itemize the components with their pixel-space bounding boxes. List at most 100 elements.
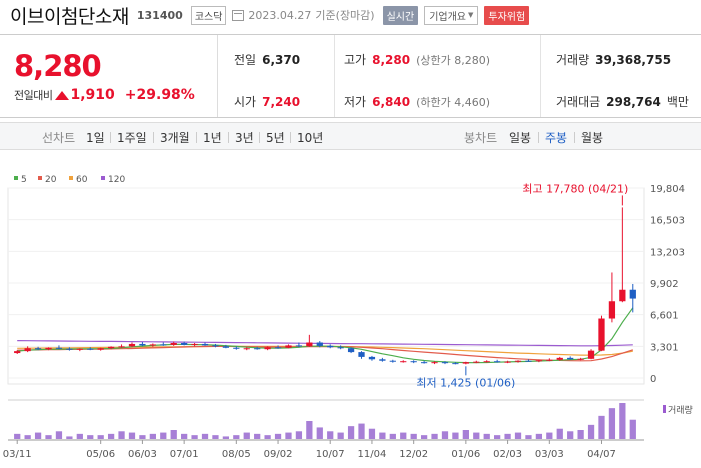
volume-bar	[546, 432, 553, 439]
price-summary: 8,280 전일대비 1,910 +29.98% 전일 6,370 고가 8,2…	[0, 34, 701, 118]
volume-bar	[452, 432, 459, 439]
volume-bar	[619, 403, 626, 439]
high-cell: 고가 8,280 (상한가 8,280)	[344, 51, 490, 68]
y-tick-label: 3,301	[650, 342, 679, 353]
candle-body	[452, 363, 459, 365]
candle-body	[55, 347, 63, 349]
candle-body	[420, 362, 428, 364]
weekly-candlestick-chart[interactable]: 5 20 60 120 19,804 16,503 13,203 9,902 6,601…	[0, 168, 701, 468]
trade-value-unit: 백만	[666, 95, 689, 109]
candle-body	[181, 342, 188, 345]
divider	[196, 132, 197, 143]
volume-bar	[76, 433, 83, 439]
period-3m[interactable]: 3개월	[160, 131, 190, 145]
candle-body	[14, 351, 21, 354]
stock-code: 131400	[136, 8, 183, 22]
high-label: 고가	[344, 53, 367, 67]
candle-body	[306, 342, 313, 347]
volume-bar	[201, 433, 209, 439]
x-tick-label: 08/05	[222, 449, 251, 460]
candle-daily[interactable]: 일봉	[509, 131, 532, 145]
volume-bar	[55, 431, 63, 439]
volume-legend-label: 거래량	[668, 404, 693, 416]
divider	[259, 132, 260, 143]
period-10y[interactable]: 10년	[297, 131, 324, 145]
volume-bar	[191, 435, 198, 439]
candle-monthly[interactable]: 월봉	[581, 131, 604, 145]
candle-body	[316, 342, 323, 346]
x-tick-label: 10/07	[316, 449, 345, 460]
candle-weekly[interactable]: 주봉	[545, 131, 568, 145]
candle-body	[577, 358, 584, 360]
volume-bar	[306, 421, 313, 439]
volume-bar	[431, 433, 438, 439]
ma5-swatch	[14, 176, 18, 180]
ma120-legend-label: 120	[108, 175, 125, 185]
divider	[538, 132, 539, 143]
period-1d[interactable]: 1일	[86, 131, 105, 145]
candle-body	[619, 289, 626, 302]
volume-bar	[608, 408, 616, 439]
candle-body	[160, 344, 167, 346]
candle-body	[400, 361, 407, 363]
candle-body	[598, 318, 605, 351]
stock-name: 이브이첨단소재	[10, 5, 129, 28]
volume-label: 거래량	[556, 53, 590, 67]
candle-body	[629, 289, 636, 299]
volume-bar	[34, 432, 42, 439]
candle-body	[473, 361, 480, 363]
candle-body	[66, 348, 73, 350]
volume-bar	[420, 435, 428, 439]
candle-body	[149, 344, 156, 346]
candle-body	[285, 345, 292, 348]
volume-bar	[316, 427, 323, 439]
candle-body	[191, 343, 198, 345]
volume-bar	[441, 431, 449, 439]
period-5y[interactable]: 5년	[266, 131, 285, 145]
volume-bar	[222, 436, 230, 439]
candle-body	[462, 362, 469, 364]
divider	[540, 35, 541, 117]
volume-bar	[347, 426, 355, 439]
candle-body	[368, 356, 376, 360]
y-tick-label: 16,503	[650, 216, 685, 227]
volume-bar	[462, 430, 469, 439]
period-1y[interactable]: 1년	[203, 131, 222, 145]
candle-body	[201, 343, 209, 346]
candle-body	[34, 348, 42, 350]
prev-close-value: 6,370	[262, 53, 301, 67]
x-tick-label: 03/11	[3, 449, 32, 460]
realtime-button[interactable]: 실시간	[382, 5, 419, 25]
prev-close-label: 전일	[234, 53, 257, 67]
moving-average-lines	[17, 307, 634, 364]
x-tick-label: 04/07	[587, 449, 616, 460]
company-overview-button[interactable]: 기업개요 ▼	[424, 5, 479, 25]
up-arrow-icon	[55, 90, 70, 100]
candle-body	[76, 348, 83, 350]
candle-body	[264, 347, 271, 350]
candle-body	[514, 360, 522, 362]
low-annotation: 최저 1,425 (01/06)	[416, 376, 515, 389]
candle-body	[608, 301, 616, 319]
candle-body	[128, 343, 136, 347]
volume-bar	[285, 432, 292, 439]
trade-value-cell: 거래대금 298,764 백만	[556, 93, 689, 110]
candle-body	[118, 346, 125, 348]
volume-legend-swatch	[663, 405, 666, 413]
candle-body	[358, 352, 365, 357]
period-1w[interactable]: 1주일	[117, 131, 147, 145]
volume-bar	[483, 433, 490, 439]
volume-bar	[358, 423, 365, 439]
volume-bar	[587, 424, 595, 439]
investment-risk-badge[interactable]: 투자위험	[484, 5, 530, 25]
volume-bar	[295, 431, 303, 439]
volume-bar	[514, 432, 522, 439]
low-cell: 저가 6,840 (하한가 4,460)	[344, 93, 490, 110]
candle-body	[243, 348, 250, 350]
period-3y[interactable]: 3년	[235, 131, 254, 145]
volume-bar	[254, 433, 261, 439]
x-axis-ticks: 03/11 05/06 06/03 07/01 08/05 09/02 10/07 11/04…	[3, 440, 616, 460]
y-tick-label: 19,804	[650, 184, 685, 195]
ma5-legend-label: 5	[21, 175, 27, 185]
x-tick-label: 07/01	[170, 449, 199, 460]
